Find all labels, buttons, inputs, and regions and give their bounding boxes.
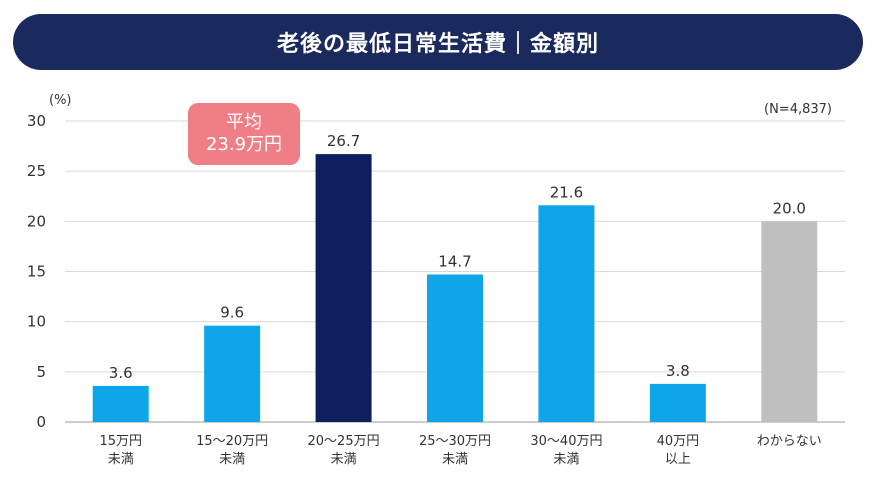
bar-value-label: 9.6 — [220, 304, 244, 322]
y-tick-label: 15 — [27, 263, 46, 281]
y-tick-label: 10 — [27, 313, 46, 331]
x-tick-label: 未満 — [331, 452, 357, 467]
x-tick-label: 未満 — [553, 452, 579, 467]
bar-value-label: 20.0 — [773, 199, 806, 217]
average-badge-label: 平均 — [226, 112, 262, 133]
bar — [92, 385, 149, 422]
bar-value-label: 26.7 — [327, 132, 360, 150]
y-axis-unit: (%) — [49, 93, 72, 108]
y-tick-label: 25 — [27, 162, 46, 180]
y-tick-label: 5 — [36, 363, 46, 381]
x-tick-label: 25～30万円 — [419, 434, 491, 449]
x-tick-label: 40万円 — [657, 434, 700, 449]
bar — [538, 205, 595, 422]
y-tick-label: 30 — [27, 112, 46, 130]
average-badge: 平均 23.9万円 — [188, 103, 300, 165]
chart-title: 老後の最低日常生活費｜金額別 — [276, 32, 599, 57]
x-tick-label: 未満 — [108, 452, 134, 467]
x-tick-label: 30～40万円 — [530, 434, 602, 449]
x-tick-label: 未満 — [219, 452, 245, 467]
average-badge-value: 23.9万円 — [205, 134, 283, 155]
bar-value-label: 14.7 — [438, 253, 471, 271]
bar — [315, 154, 372, 423]
y-tick-label: 0 — [36, 413, 46, 431]
bar — [204, 325, 261, 422]
chart-title-bar: 老後の最低日常生活費｜金額別 — [13, 14, 863, 70]
bar-value-label: 21.6 — [550, 183, 583, 201]
x-tick-label: わからない — [757, 434, 822, 449]
x-tick-label: 以上 — [665, 452, 691, 467]
x-tick-label: 15万円 — [99, 434, 142, 449]
bar-value-label: 3.8 — [666, 362, 690, 380]
sample-size-note: (N=4,837) — [764, 102, 832, 117]
x-tick-label: 15～20万円 — [196, 434, 268, 449]
bar — [427, 274, 483, 422]
x-tick-label: 未満 — [442, 452, 468, 467]
y-tick-label: 20 — [27, 212, 46, 230]
bar — [761, 221, 818, 422]
bar — [649, 383, 706, 422]
bar-value-label: 3.6 — [109, 364, 133, 382]
x-tick-label: 20～25万円 — [308, 434, 380, 449]
